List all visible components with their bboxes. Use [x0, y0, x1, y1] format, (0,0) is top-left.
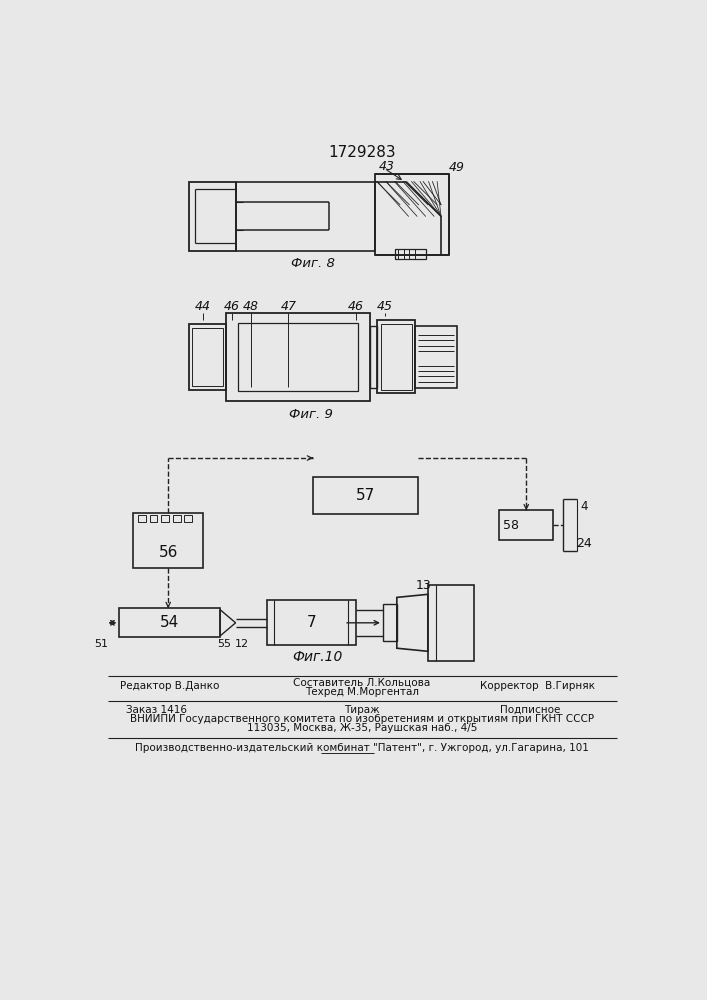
- Bar: [428, 585, 474, 661]
- Text: Фиг.10: Фиг.10: [292, 650, 342, 664]
- Bar: [189, 324, 226, 389]
- Bar: [313, 477, 418, 514]
- Bar: [238, 323, 358, 391]
- Text: 48: 48: [243, 300, 259, 313]
- Text: 56: 56: [158, 545, 178, 560]
- Bar: [380, 324, 411, 389]
- Text: 12: 12: [235, 639, 249, 649]
- Text: 113035, Москва, Ж-35, Раушская наб., 4/5: 113035, Москва, Ж-35, Раушская наб., 4/5: [247, 723, 477, 733]
- Bar: [226, 313, 370, 401]
- Text: 58: 58: [503, 519, 519, 532]
- Bar: [383, 604, 397, 641]
- Text: 1729283: 1729283: [328, 145, 396, 160]
- Text: Техред М.Моргентал: Техред М.Моргентал: [305, 687, 419, 697]
- Bar: [119, 608, 220, 637]
- Text: Составитель Л.Кольцова: Составитель Л.Кольцова: [293, 678, 431, 688]
- Text: Тираж: Тираж: [344, 705, 380, 715]
- Bar: [161, 515, 169, 522]
- Bar: [138, 515, 146, 522]
- Text: 54: 54: [160, 615, 180, 630]
- Text: 7: 7: [306, 615, 316, 630]
- Bar: [499, 510, 554, 540]
- Bar: [370, 326, 378, 388]
- Bar: [378, 320, 414, 393]
- Text: 44: 44: [195, 300, 211, 313]
- Bar: [185, 515, 192, 522]
- Text: 43: 43: [379, 160, 395, 173]
- Text: 24: 24: [576, 537, 592, 550]
- Text: 49: 49: [448, 161, 464, 174]
- Text: 51: 51: [94, 639, 107, 649]
- Bar: [267, 600, 356, 645]
- Text: Фиг. 9: Фиг. 9: [289, 408, 333, 421]
- Text: 47: 47: [280, 300, 296, 313]
- Text: 45: 45: [378, 300, 393, 313]
- Bar: [192, 328, 223, 386]
- Text: Подписное: Подписное: [500, 705, 561, 715]
- Text: 46: 46: [348, 300, 363, 313]
- Text: 57: 57: [356, 488, 375, 503]
- Text: Заказ 1416: Заказ 1416: [126, 705, 187, 715]
- Bar: [395, 249, 426, 259]
- Bar: [189, 182, 235, 251]
- Bar: [414, 326, 457, 388]
- Text: ВНИИПИ Государственного комитета по изобретениям и открытиям при ГКНТ СССР: ВНИИПИ Государственного комитета по изоб…: [130, 714, 594, 724]
- Bar: [150, 515, 158, 522]
- Text: Производственно-издательский комбинат "Патент", г. Ужгород, ул.Гагарина, 101: Производственно-издательский комбинат "П…: [135, 743, 589, 753]
- Bar: [134, 513, 203, 568]
- Text: 55: 55: [217, 639, 231, 649]
- Bar: [375, 174, 449, 255]
- Bar: [173, 515, 180, 522]
- Text: Фиг. 8: Фиг. 8: [291, 257, 335, 270]
- Text: 4: 4: [580, 500, 588, 513]
- Text: Редактор В.Данко: Редактор В.Данко: [120, 681, 219, 691]
- Text: 46: 46: [223, 300, 240, 313]
- Text: 13: 13: [416, 579, 432, 592]
- Text: Корректор  В.Гирняк: Корректор В.Гирняк: [480, 681, 595, 691]
